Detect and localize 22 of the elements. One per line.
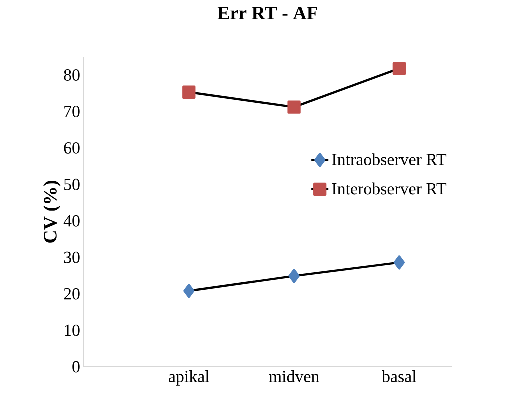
y-axis-title: CV (%) <box>44 181 61 243</box>
y-tick-label: 10 <box>65 324 80 336</box>
y-tick-label: 0 <box>72 361 80 373</box>
point <box>288 100 301 114</box>
legend-label: Interobserver RT <box>332 182 447 195</box>
y-tick-label: 60 <box>64 142 80 154</box>
point <box>392 62 406 76</box>
x-tick-label: midven <box>269 370 320 382</box>
y-tick-label: 20 <box>64 288 80 300</box>
point <box>394 256 406 270</box>
point <box>184 284 195 298</box>
y-tick-label: 30 <box>64 252 80 264</box>
point <box>182 86 196 99</box>
y-tick-label: 40 <box>64 215 80 227</box>
chart-title: Err RT - AF <box>218 7 318 20</box>
x-tick-label: basal <box>382 370 416 382</box>
x-tick-label: apikal <box>169 370 210 386</box>
point <box>288 269 300 284</box>
y-tick-label: 70 <box>64 106 80 118</box>
legend-label: Intraobserver RT <box>332 154 447 166</box>
y-tick-label: 80 <box>64 70 80 81</box>
y-tick-label: 50 <box>64 178 80 190</box>
